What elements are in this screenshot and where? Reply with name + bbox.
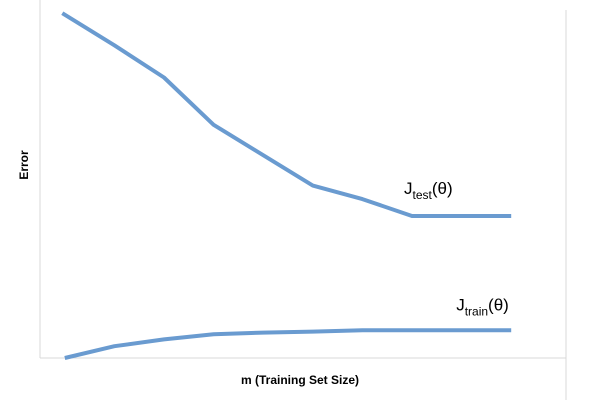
series-label-tail: (θ) bbox=[488, 295, 509, 314]
series-label-jtrain: Jtrain(θ) bbox=[456, 295, 509, 318]
series-layer bbox=[61, 11, 512, 360]
series-line-jtrain bbox=[64, 328, 512, 360]
y-axis-title: Error bbox=[17, 150, 31, 180]
series-line-jtest bbox=[61, 11, 512, 218]
axes bbox=[39, 0, 567, 400]
x-axis-title: m (Training Set Size) bbox=[241, 373, 359, 387]
series-label-subscript: train bbox=[465, 304, 488, 318]
series-label-jtest: Jtest(θ) bbox=[404, 179, 453, 202]
series-label-tail: (θ) bbox=[432, 179, 453, 198]
series-label-subscript: test bbox=[413, 188, 433, 202]
series-label-main: J bbox=[404, 179, 413, 198]
series-label-layer: Jtest(θ)Jtrain(θ) bbox=[404, 179, 509, 318]
series-label-main: J bbox=[456, 295, 465, 314]
